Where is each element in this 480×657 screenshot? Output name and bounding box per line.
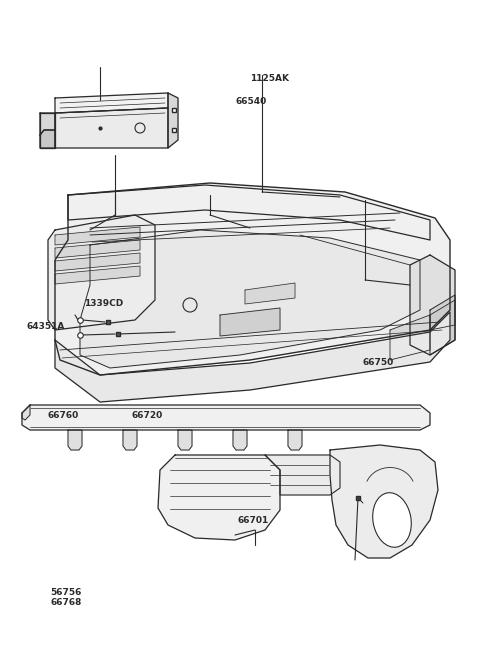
Polygon shape — [123, 430, 137, 450]
Polygon shape — [55, 312, 450, 402]
Polygon shape — [265, 455, 340, 495]
Text: 66540: 66540 — [235, 97, 266, 106]
Ellipse shape — [372, 493, 411, 547]
Text: 66720: 66720 — [132, 411, 163, 420]
Polygon shape — [390, 315, 430, 360]
Polygon shape — [55, 183, 450, 375]
Polygon shape — [55, 108, 168, 148]
Polygon shape — [178, 430, 192, 450]
Text: 66701: 66701 — [238, 516, 269, 525]
Circle shape — [135, 123, 145, 133]
Polygon shape — [55, 266, 140, 284]
Polygon shape — [40, 113, 55, 135]
Polygon shape — [55, 253, 140, 271]
Polygon shape — [40, 113, 55, 148]
Polygon shape — [430, 300, 455, 330]
Polygon shape — [220, 308, 280, 336]
Polygon shape — [168, 93, 178, 148]
Polygon shape — [410, 255, 455, 355]
Text: 1339CD: 1339CD — [84, 299, 123, 308]
Polygon shape — [55, 227, 140, 245]
Polygon shape — [330, 445, 438, 558]
Polygon shape — [55, 240, 140, 258]
Text: 56756
66768: 56756 66768 — [50, 588, 82, 608]
Polygon shape — [68, 185, 430, 240]
Polygon shape — [48, 215, 155, 330]
Polygon shape — [22, 405, 430, 430]
Text: 1125AK: 1125AK — [250, 74, 288, 83]
Polygon shape — [80, 230, 420, 368]
Polygon shape — [40, 130, 55, 148]
Polygon shape — [55, 93, 168, 113]
Text: 66750: 66750 — [362, 358, 394, 367]
Polygon shape — [288, 430, 302, 450]
Polygon shape — [245, 283, 295, 304]
Text: 64351A: 64351A — [26, 322, 65, 331]
Polygon shape — [158, 455, 280, 540]
Polygon shape — [22, 405, 30, 420]
Polygon shape — [430, 295, 455, 355]
Polygon shape — [233, 430, 247, 450]
Polygon shape — [68, 430, 82, 450]
Circle shape — [183, 298, 197, 312]
Text: 66760: 66760 — [48, 411, 79, 420]
